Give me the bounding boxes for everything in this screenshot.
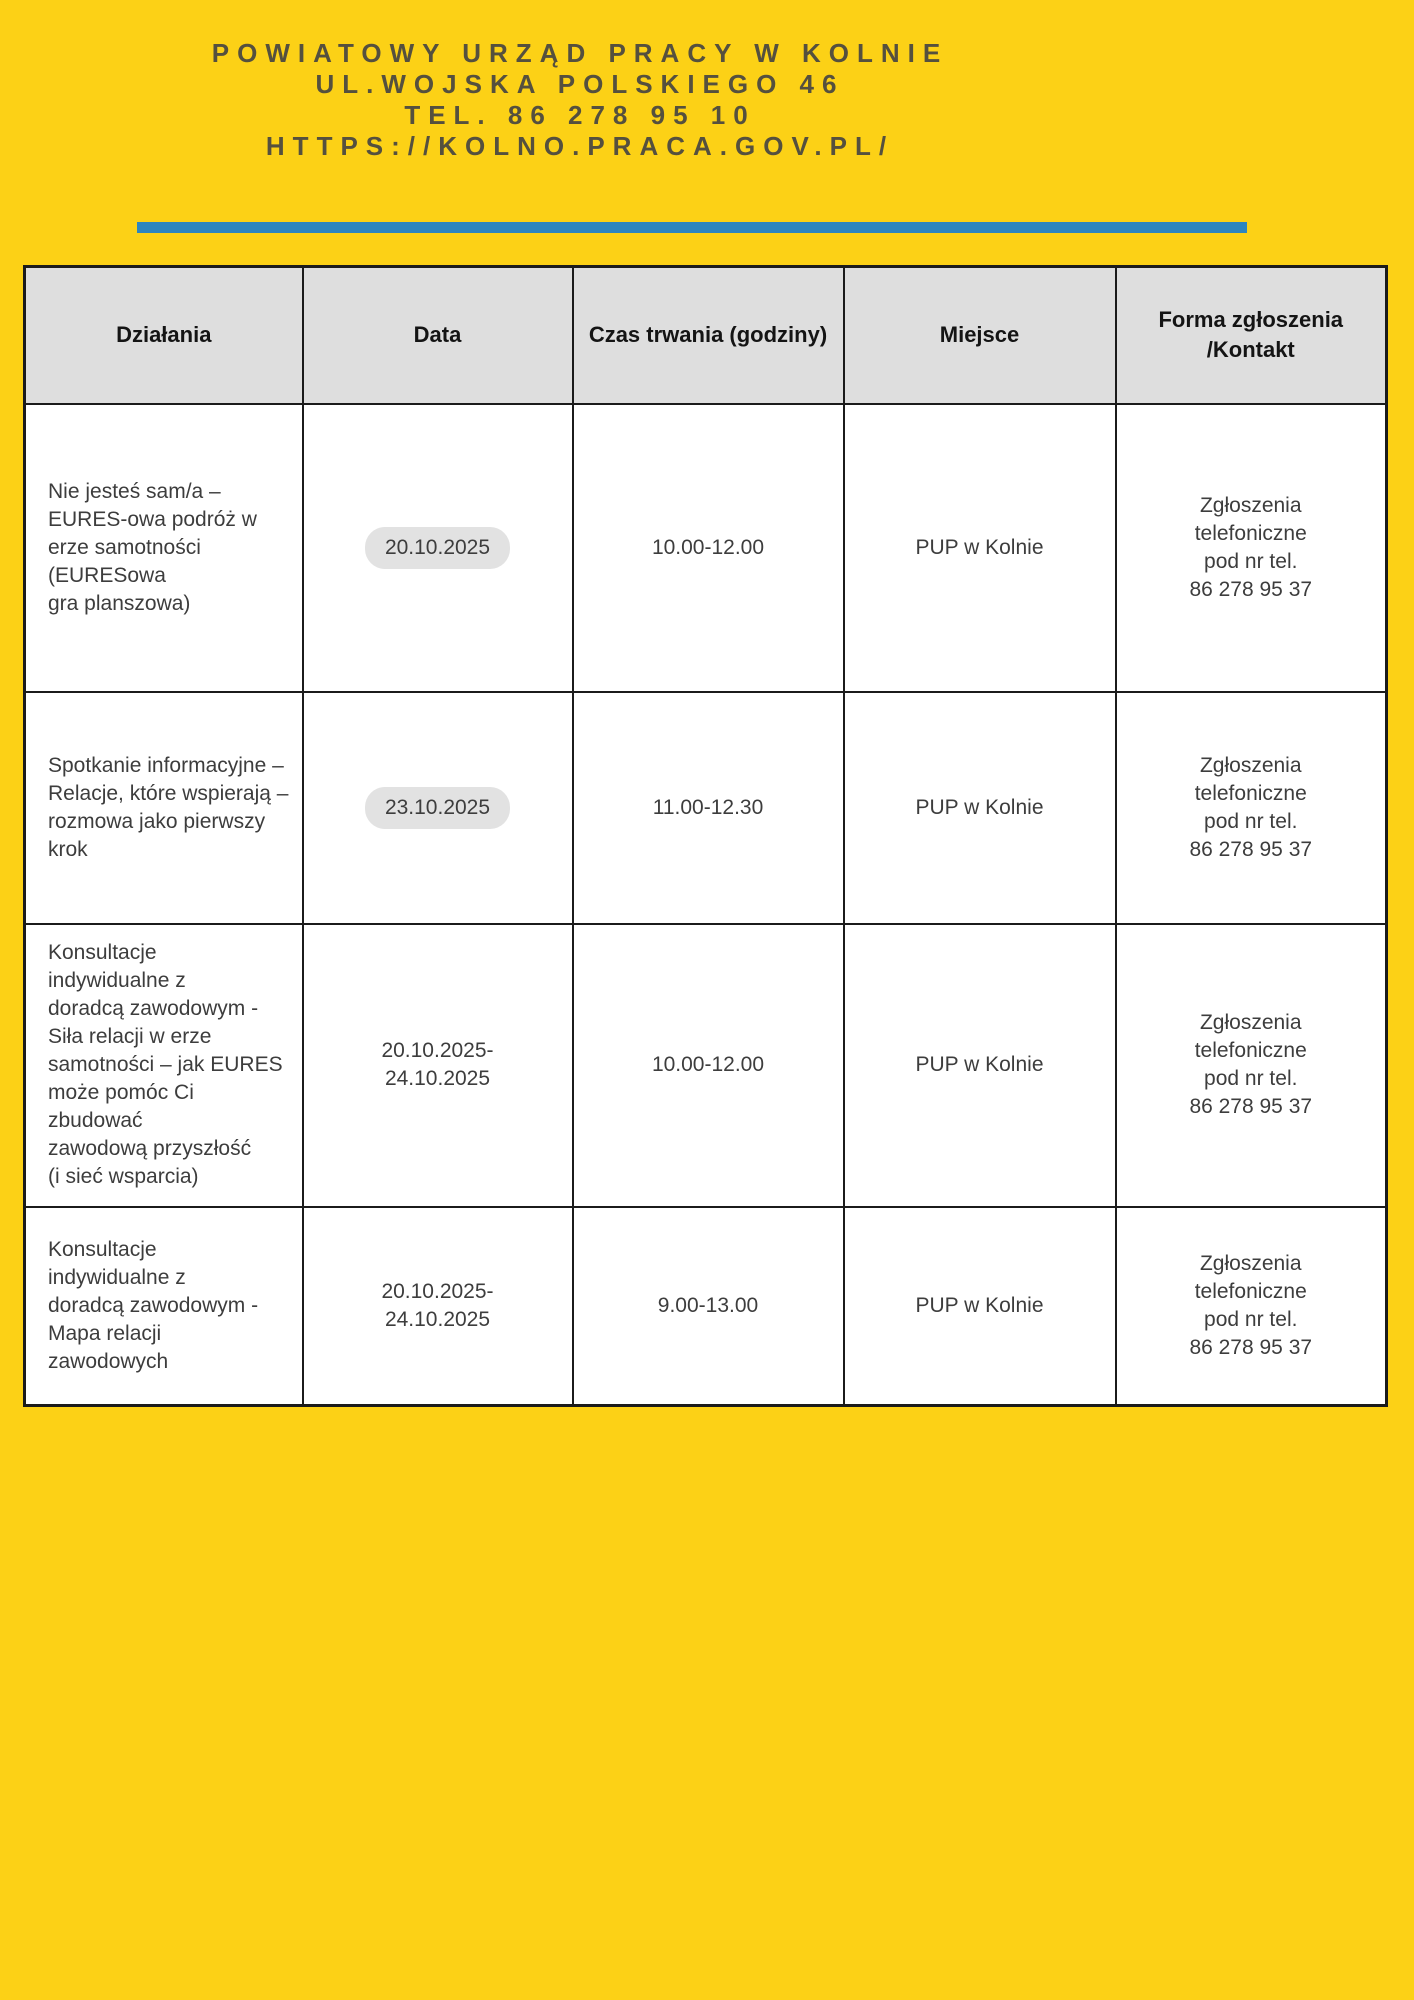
office-website: HTTPS://KOLNO.PRACA.GOV.PL/ [265, 131, 895, 161]
date-cell: 20.10.2025- 24.10.2025 [301, 922, 574, 1208]
date-range: 20.10.2025- 24.10.2025 [381, 1039, 494, 1090]
place-cell: PUP w Kolnie [842, 922, 1117, 1208]
table-row: Konsultacje indywidualne z doradcą zawod… [23, 922, 1388, 1208]
activity-cell: Konsultacje indywidualne z doradcą zawod… [23, 922, 304, 1208]
office-phone: TEL. 86 278 95 10 [404, 100, 756, 130]
column-header-czas-trwania: Czas trwania (godziny) [571, 265, 845, 405]
place-cell: PUP w Kolnie [842, 402, 1117, 693]
column-header-data: Data [301, 265, 574, 405]
accent-divider-bar [137, 222, 1247, 233]
date-cell: 20.10.2025- 24.10.2025 [301, 1205, 574, 1407]
date-highlight: 20.10.2025 [364, 526, 511, 569]
place-cell: PUP w Kolnie [842, 690, 1117, 925]
table-row: Konsultacje indywidualne z doradcą zawod… [23, 1205, 1388, 1407]
date-cell: 23.10.2025 [301, 690, 574, 925]
office-address: UL.WOJSKA POLSKIEGO 46 [315, 69, 845, 99]
table-row: Nie jesteś sam/a – EURES-owa podróż w er… [23, 402, 1388, 693]
activity-cell: Nie jesteś sam/a – EURES-owa podróż w er… [23, 402, 304, 693]
time-cell: 9.00-13.00 [571, 1205, 845, 1407]
table-header-row: Działania Data Czas trwania (godziny) Mi… [23, 265, 1388, 405]
date-highlight: 23.10.2025 [364, 786, 511, 829]
contact-cell: Zgłoszenia telefoniczne pod nr tel. 86 2… [1114, 690, 1388, 925]
column-header-dzialania: Działania [23, 265, 304, 405]
office-name: POWIATOWY URZĄD PRACY W KOLNIE [211, 38, 949, 68]
time-cell: 10.00-12.00 [571, 922, 845, 1208]
column-header-miejsce: Miejsce [842, 265, 1117, 405]
time-cell: 10.00-12.00 [571, 402, 845, 693]
contact-cell: Zgłoszenia telefoniczne pod nr tel. 86 2… [1114, 922, 1388, 1208]
table-row: Spotkanie informacyjne – Relacje, które … [23, 690, 1388, 925]
time-cell: 11.00-12.30 [571, 690, 845, 925]
date-cell: 20.10.2025 [301, 402, 574, 693]
letterhead: POWIATOWY URZĄD PRACY W KOLNIE UL.WOJSKA… [0, 38, 1160, 162]
date-range: 20.10.2025- 24.10.2025 [381, 1279, 494, 1331]
place-cell: PUP w Kolnie [842, 1205, 1117, 1407]
contact-cell: Zgłoszenia telefoniczne pod nr tel. 86 2… [1114, 1205, 1388, 1407]
activity-cell: Konsultacje indywidualne z doradcą zawod… [23, 1205, 304, 1407]
activity-cell: Spotkanie informacyjne – Relacje, które … [23, 690, 304, 925]
events-schedule-table: Działania Data Czas trwania (godziny) Mi… [23, 265, 1388, 1407]
column-header-forma-zgloszenia: Forma zgłoszenia /Kontakt [1114, 265, 1388, 405]
contact-cell: Zgłoszenia telefoniczne pod nr tel. 86 2… [1114, 402, 1388, 693]
